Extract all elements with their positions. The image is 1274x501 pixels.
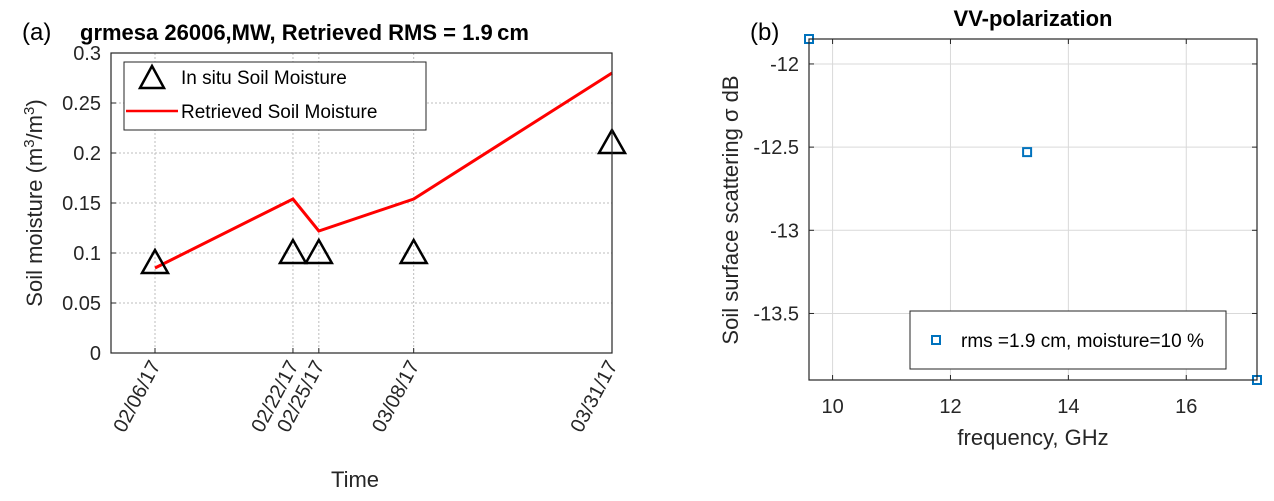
panel-b-x-tick-label: 14 xyxy=(1057,396,1079,418)
panel-a-title: grmesa 26006,MW, Retrieved RMS = 1.9 cm xyxy=(80,20,529,45)
panel-a-letter: (a) xyxy=(22,19,51,46)
retrieved-soil-moisture-line xyxy=(154,71,613,270)
panel-b-x-tick-label: 16 xyxy=(1175,396,1197,418)
panel-a-chart: (a) grmesa 26006,MW, Retrieved RMS = 1.9… xyxy=(21,19,628,492)
panel-b-legend: rms =1.9 cm, moisture=10 % xyxy=(909,310,1227,370)
panel-a-legend: In situ Soil Moisture Retrieved Soil Moi… xyxy=(123,61,427,131)
legend-square-icon xyxy=(931,335,941,345)
panel-b-x-ticks: 10 12 14 16 xyxy=(821,39,1197,418)
panel-b-title: VV-polarization xyxy=(954,6,1113,31)
panel-b-letter: (b) xyxy=(750,19,779,46)
in-situ-triangle-marker xyxy=(277,237,309,265)
panel-b-x-tick-label: 12 xyxy=(939,396,961,418)
in-situ-triangle-marker xyxy=(398,237,429,265)
panel-a-axes-box xyxy=(110,52,613,354)
panel-b-axes-box xyxy=(808,38,1258,381)
panel-b-legend-box xyxy=(909,310,1227,370)
panel-a-y-tick-label: 0.1 xyxy=(73,243,101,265)
panel-b-y-tick-label: -12 xyxy=(770,54,799,76)
panel-a-y-tick-label: 0 xyxy=(90,343,101,365)
panel-a-legend-box xyxy=(123,61,427,131)
panel-b-chart: (b) VV-polarization -13.5-13-12.5-12 10 1… xyxy=(718,6,1262,450)
panel-b-x-tick-label: 10 xyxy=(821,396,843,418)
legend-triangle-icon xyxy=(137,63,167,90)
panel-a-y-tick-label: 0.2 xyxy=(73,143,101,165)
legend-entry-in-situ: In situ Soil Moisture xyxy=(181,68,347,89)
panel-b-y-tick-label: -13.5 xyxy=(753,303,799,325)
legend-entry-retrieved: Retrieved Soil Moisture xyxy=(181,102,377,123)
legend-entry-rms: rms =1.9 cm, moisture=10 % xyxy=(961,331,1204,352)
panel-a-y-tick-label: 0.15 xyxy=(62,193,101,215)
panel-a-y-label: Soil moisture (m3/m3) xyxy=(21,99,48,306)
in-situ-triangle-marker xyxy=(303,237,334,265)
panel-a-y-ticks: 0 0.05 0.1 0.15 0.2 0.25 0.3 xyxy=(62,43,116,365)
panel-b-y-tick-label: -12.5 xyxy=(753,137,799,159)
panel-b-x-label: frequency, GHz xyxy=(957,425,1108,450)
panel-b-y-tick-label: -13 xyxy=(770,220,799,242)
panel-b-y-label: Soil surface scattering σ dB xyxy=(718,75,743,344)
panel-a-x-tick-label: 03/31/17 xyxy=(566,357,622,436)
panel-a-y-tick-label: 0.3 xyxy=(73,43,101,65)
panel-a-x-tick-label: 03/08/17 xyxy=(368,357,424,436)
panel-a-series xyxy=(139,71,628,275)
panel-a-x-label: Time xyxy=(331,467,379,492)
in-situ-triangle-marker xyxy=(139,247,171,275)
panel-a-x-tick-label: 02/06/17 xyxy=(109,357,165,436)
panel-b-y-ticks: -13.5 -13 -12.5 -12 xyxy=(753,54,1257,325)
panel-a-y-tick-label: 0.25 xyxy=(62,93,101,115)
scatter-square-marker xyxy=(1022,147,1033,158)
panel-a-y-tick-label: 0.05 xyxy=(62,293,101,315)
